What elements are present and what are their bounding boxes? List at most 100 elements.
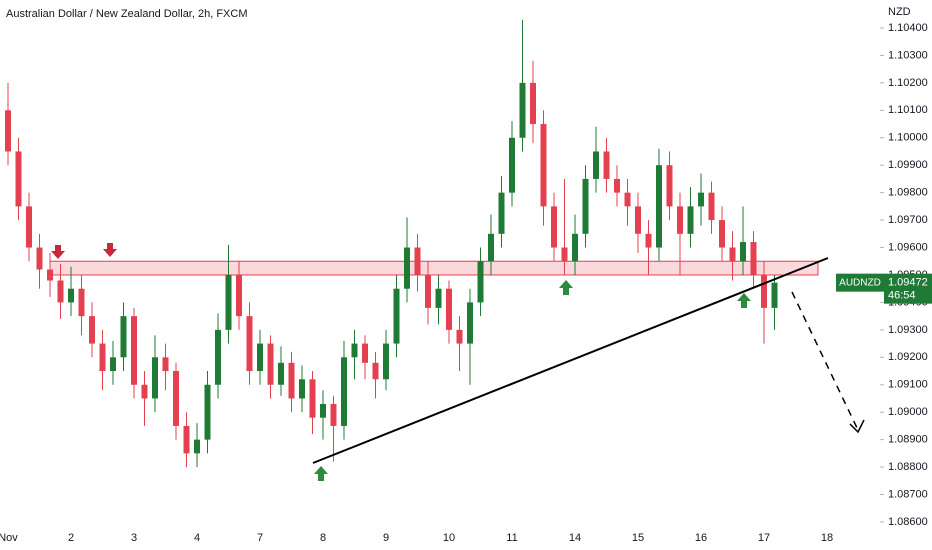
candle-body bbox=[635, 206, 641, 234]
up-arrow bbox=[737, 293, 751, 308]
symbol-label: AUDNZD bbox=[839, 277, 881, 288]
up-arrow bbox=[314, 466, 328, 481]
down-arrow bbox=[51, 245, 65, 259]
candle-body bbox=[761, 274, 767, 308]
candle-body bbox=[320, 403, 326, 418]
candle-body bbox=[47, 269, 53, 281]
candle-body bbox=[677, 206, 683, 234]
currency-label: NZD bbox=[888, 6, 911, 18]
candle-body bbox=[57, 280, 64, 303]
candle-body bbox=[740, 242, 746, 262]
candle-body bbox=[372, 362, 379, 380]
candle-body bbox=[509, 137, 515, 193]
candle-body bbox=[698, 192, 704, 207]
x-tick-label: Nov bbox=[0, 532, 18, 544]
candle-body bbox=[666, 165, 673, 207]
down-arrow bbox=[103, 243, 117, 257]
x-tick-label: 14 bbox=[569, 532, 581, 544]
candle-body bbox=[477, 261, 484, 303]
x-tick-label: 11 bbox=[506, 532, 517, 544]
candle-body bbox=[771, 282, 778, 308]
candle-body bbox=[26, 206, 32, 248]
candle-body bbox=[246, 316, 253, 372]
x-tick-label: 3 bbox=[131, 532, 137, 544]
candle-body bbox=[141, 384, 148, 399]
candle-body bbox=[215, 329, 221, 385]
candle-body bbox=[656, 165, 662, 248]
candle-body bbox=[236, 274, 242, 317]
y-tick-label: 1.09300 bbox=[888, 324, 928, 336]
y-tick-label: 1.09800 bbox=[888, 187, 928, 199]
countdown-label: 46:54 bbox=[888, 290, 916, 302]
candle-body bbox=[383, 343, 389, 380]
y-tick-label: 1.09000 bbox=[888, 406, 928, 418]
y-tick-label: 1.08700 bbox=[888, 488, 928, 500]
candle-body bbox=[645, 233, 652, 248]
candle-body bbox=[99, 343, 106, 372]
candle-body bbox=[467, 302, 473, 344]
candle-body bbox=[162, 357, 169, 372]
candle-body bbox=[309, 379, 316, 418]
last-price-label: 1.09472 bbox=[888, 277, 928, 289]
candle-body bbox=[351, 343, 358, 358]
x-tick-label: 17 bbox=[758, 532, 770, 544]
candle-body bbox=[5, 110, 11, 152]
candle-body bbox=[341, 357, 347, 426]
candle-body bbox=[110, 357, 116, 372]
x-tick-label: 7 bbox=[257, 532, 263, 544]
candle-body bbox=[278, 362, 284, 385]
candle-body bbox=[750, 242, 757, 275]
y-tick-label: 1.10000 bbox=[888, 132, 928, 144]
candle-body bbox=[194, 439, 200, 454]
candle-body bbox=[204, 384, 211, 440]
candle-body bbox=[624, 192, 631, 207]
candle-body bbox=[183, 425, 190, 454]
candle-body bbox=[362, 343, 368, 363]
candle-body bbox=[425, 274, 431, 308]
symbol-tag bbox=[836, 273, 884, 292]
candle-body bbox=[152, 357, 158, 399]
candle-body bbox=[708, 192, 715, 221]
y-tick-label: 1.09700 bbox=[888, 214, 928, 226]
projection-head bbox=[849, 419, 865, 434]
y-tick-label: 1.09900 bbox=[888, 159, 928, 171]
candle-body bbox=[89, 316, 95, 344]
candle-body bbox=[446, 288, 452, 330]
candle-body bbox=[729, 247, 736, 262]
candle-body bbox=[519, 82, 526, 138]
candle-body bbox=[330, 403, 337, 426]
x-tick-label: 18 bbox=[821, 532, 833, 544]
candle-body bbox=[257, 343, 263, 372]
candle-body bbox=[404, 247, 410, 289]
x-tick-label: 10 bbox=[443, 532, 455, 544]
chart-title: Australian Dollar / New Zealand Dollar, … bbox=[6, 8, 247, 20]
y-tick-label: 1.09200 bbox=[888, 351, 928, 363]
candle-body bbox=[267, 343, 274, 385]
candle-body bbox=[561, 247, 568, 262]
candle-body bbox=[120, 316, 127, 358]
x-tick-label: 9 bbox=[383, 532, 389, 544]
candle-body bbox=[456, 329, 463, 344]
candle-body bbox=[551, 206, 557, 248]
trendline bbox=[312, 257, 829, 464]
y-tick-label: 1.10400 bbox=[888, 22, 928, 34]
y-tick-label: 1.09100 bbox=[888, 379, 928, 391]
x-tick-label: 15 bbox=[632, 532, 644, 544]
candle-body bbox=[488, 233, 494, 262]
x-tick-label: 16 bbox=[695, 532, 707, 544]
candle-body bbox=[603, 151, 610, 179]
x-tick-label: 4 bbox=[194, 532, 200, 544]
candle-body bbox=[719, 220, 725, 248]
candle-body bbox=[435, 288, 442, 308]
candle-body bbox=[582, 178, 589, 234]
y-tick-label: 1.08900 bbox=[888, 434, 928, 446]
resistance-zone bbox=[49, 260, 819, 276]
y-tick-label: 1.09600 bbox=[888, 241, 928, 253]
candle-body bbox=[173, 371, 179, 426]
candle-body bbox=[572, 233, 578, 262]
candle-body bbox=[36, 247, 43, 270]
y-tick-label: 1.10100 bbox=[888, 104, 928, 116]
up-arrow bbox=[559, 280, 573, 295]
price-tag bbox=[884, 273, 932, 304]
